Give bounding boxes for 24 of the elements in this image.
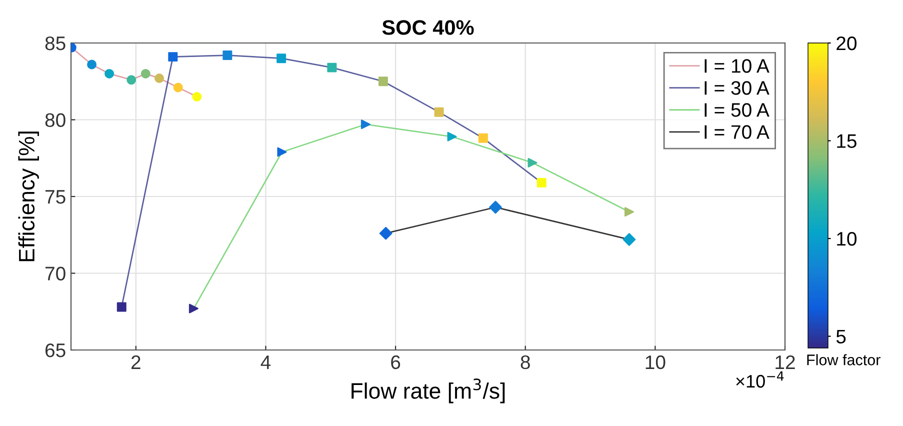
color-bar-label: 15 — [837, 134, 856, 148]
legend-label: I = 30 A — [704, 81, 770, 95]
x-tick-label: 10 — [646, 355, 666, 370]
color-bar-label: 5 — [836, 330, 846, 344]
legend-label: I = 50 A — [704, 103, 770, 117]
color-bar-title: Flow factor — [807, 354, 880, 366]
y-tick-label: 65 — [46, 343, 66, 358]
y-tick-label: 80 — [45, 113, 66, 127]
legend-label: I = 10 A — [704, 59, 770, 73]
x-tick-label: 2 — [131, 355, 140, 369]
legend-label: I = 70 A — [704, 125, 770, 139]
x-tick-label: 6 — [391, 355, 400, 370]
y-tick-label: 85 — [45, 36, 66, 50]
x-tick-label: 12 — [776, 355, 795, 369]
y-tick-label: 70 — [46, 266, 66, 280]
x-axis-title: Flow rate [m$^{3}$/s] — [352, 378, 505, 404]
chart-title: SOC 40% — [382, 20, 474, 35]
color-bar-label: 20 — [836, 36, 857, 50]
x-tick-label: 4 — [260, 356, 271, 369]
x-tick-label: 8 — [520, 355, 530, 370]
y-axis-title: Efficiency [%] — [18, 132, 39, 262]
color-bar-label: 10 — [837, 232, 857, 246]
y-tick-label: 75 — [46, 190, 66, 204]
text: ×10$^{−4}$ — [736, 371, 784, 388]
